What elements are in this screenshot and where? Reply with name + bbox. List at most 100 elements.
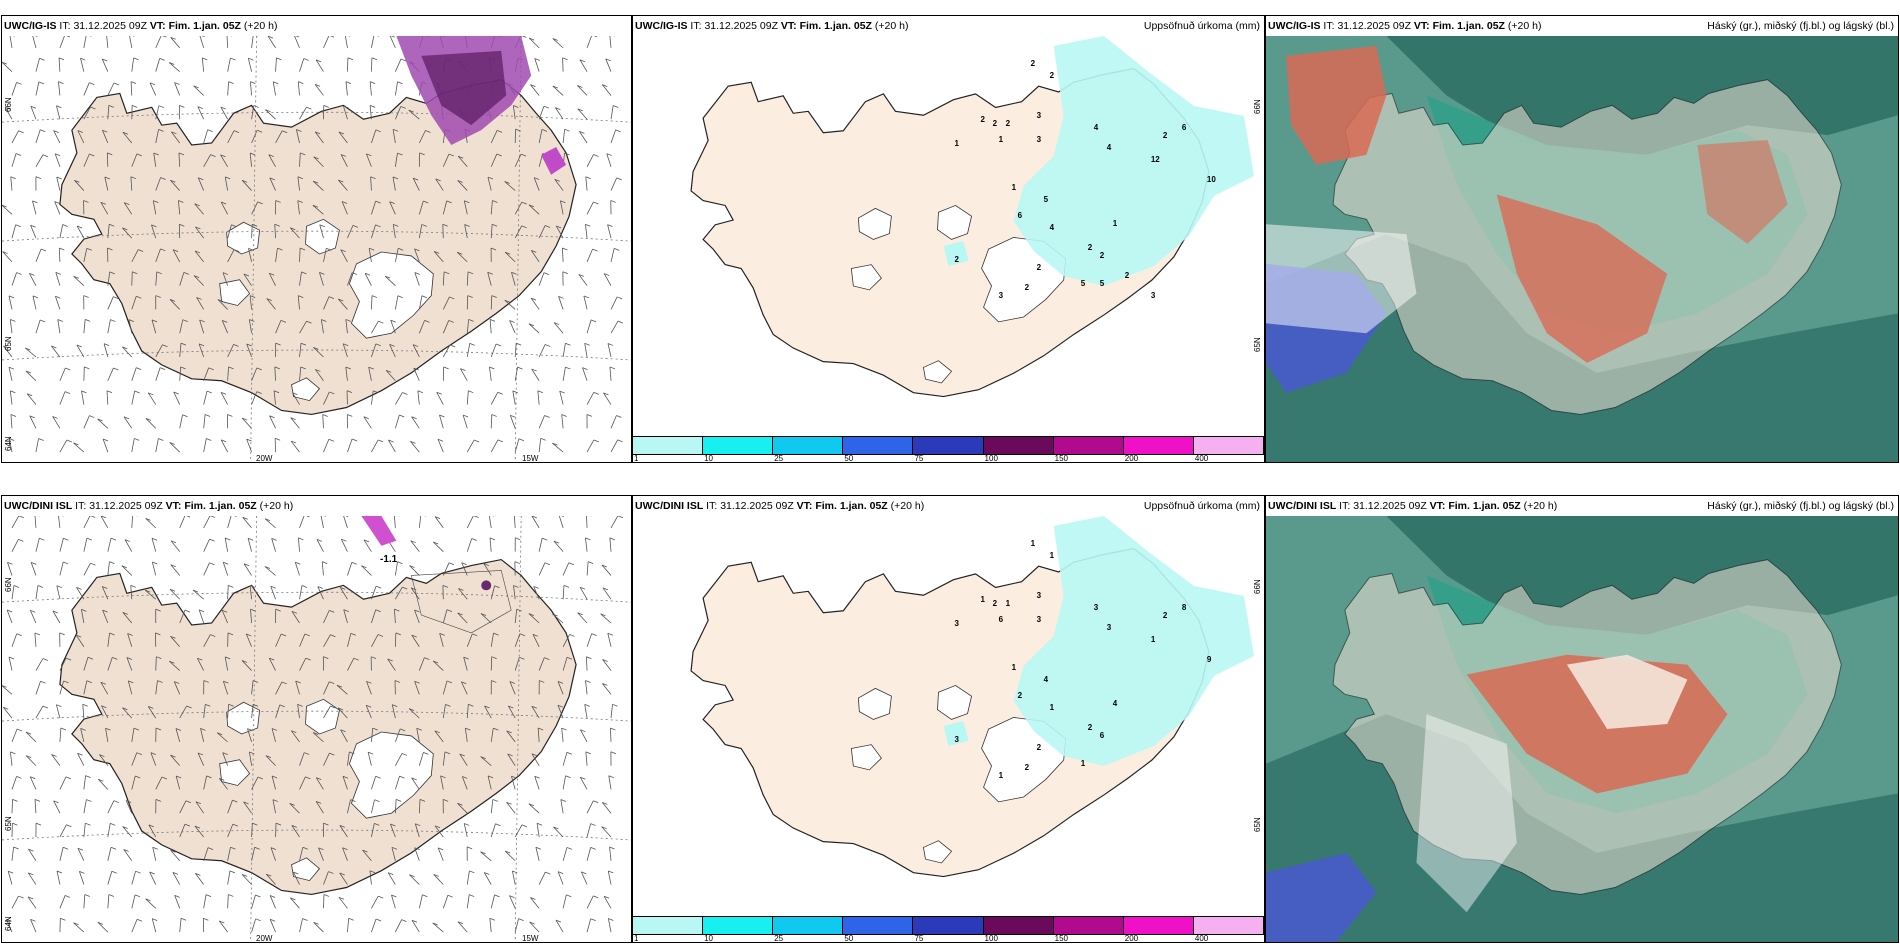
wind-barb	[339, 872, 348, 885]
wind-barb	[369, 870, 372, 885]
wind-barb-flag	[295, 561, 301, 565]
wind-barb	[29, 415, 37, 429]
wind-barb	[538, 415, 545, 429]
wind-barb	[30, 919, 37, 933]
wind-barb-flag	[342, 775, 349, 779]
wind-barb-flag	[198, 177, 204, 181]
wind-barb-flag	[249, 319, 255, 322]
wind-barb	[364, 273, 372, 286]
wind-barb-flag	[253, 105, 259, 108]
wind-barb-flag	[544, 225, 551, 228]
wind-barb	[435, 178, 444, 191]
wind-barb	[562, 775, 566, 790]
wind-barb-flag	[25, 370, 32, 374]
wind-barb	[59, 538, 64, 552]
wind-barb-flag	[169, 588, 176, 592]
wind-barb-flag	[269, 177, 275, 181]
wind-barb-flag	[467, 271, 474, 275]
wind-barb-flag	[222, 272, 229, 275]
wind-barb	[368, 367, 372, 381]
wind-barb-flag	[270, 585, 276, 589]
wind-barb	[227, 130, 235, 144]
wind-barb-flag	[10, 176, 16, 180]
wind-barb	[268, 657, 276, 671]
wind-barb-flag	[346, 390, 353, 394]
wind-barb-flag	[424, 657, 430, 660]
wind-barb	[25, 731, 37, 743]
wind-barb	[30, 562, 37, 576]
wind-barb-flag	[155, 798, 162, 802]
wind-barb	[275, 681, 283, 695]
precip-value-label: 1	[1050, 703, 1055, 712]
wind-barb	[131, 752, 138, 766]
wind-barb	[198, 609, 205, 624]
wind-barb-flag	[160, 248, 166, 252]
wind-barb-flag	[342, 847, 348, 851]
wind-barb-flag	[55, 272, 61, 275]
wind-barb	[251, 894, 256, 909]
wind-barb	[128, 319, 133, 334]
wind-barb-flag	[556, 225, 562, 229]
wind-barb	[107, 894, 110, 909]
wind-barb-flag	[392, 176, 399, 180]
wind-barb	[56, 585, 61, 600]
it-label: IT:	[75, 500, 87, 512]
cloud-map	[1266, 516, 1898, 942]
wind-barb	[59, 439, 68, 453]
wind-barb	[58, 81, 61, 96]
wind-barb-flag	[59, 632, 65, 636]
wind-barb	[480, 613, 492, 624]
wind-barb	[344, 36, 348, 48]
precip-area-small	[943, 241, 969, 266]
wind-barb	[83, 153, 90, 167]
wind-barb	[289, 227, 300, 239]
wind-barb-flag	[461, 562, 467, 566]
wind-map-panel-bottom: UWC/DINI ISL IT: 31.12.2025 09Z VT: Fim.…	[1, 495, 632, 943]
wind-barb	[466, 704, 469, 719]
wind-barb	[538, 106, 545, 120]
wind-barb	[371, 439, 379, 453]
wind-barb-flag	[557, 681, 564, 684]
wind-barb-flag	[37, 585, 44, 588]
wind-barb	[457, 180, 468, 191]
wind-barb-flag	[25, 731, 32, 735]
wind-barb	[434, 730, 444, 743]
lead-time: (+20 h)	[1523, 500, 1558, 512]
wind-barb-flag	[345, 319, 351, 322]
wind-barb-flag	[26, 393, 33, 397]
wind-barb	[299, 152, 301, 167]
wind-barb	[195, 801, 205, 814]
wind-barb-flag	[108, 105, 114, 108]
wind-barb	[83, 894, 86, 909]
precip-value-label: 4	[1107, 143, 1112, 152]
wind-barb	[275, 130, 283, 144]
wind-barb-flag	[169, 62, 175, 65]
wind-barb	[102, 438, 109, 453]
wind-barb-flag	[249, 585, 256, 588]
wind-barb-flag	[518, 438, 525, 442]
wind-barb	[459, 753, 468, 766]
wind-barb	[536, 823, 540, 838]
wind-barb	[579, 777, 588, 790]
wind-barb-flag	[322, 561, 328, 564]
wind-barb	[607, 224, 612, 239]
wind-barb	[312, 732, 324, 743]
wind-barb-flag	[265, 755, 272, 758]
precip-value-label: 2	[1018, 691, 1023, 700]
wind-barb-flag	[397, 152, 403, 156]
wind-barb-flag	[536, 822, 543, 826]
wind-barb	[58, 516, 61, 528]
wind-barb	[603, 273, 612, 286]
wind-barb-flag	[314, 84, 321, 87]
wind-barb-flag	[89, 153, 95, 157]
wind-barb	[73, 442, 85, 453]
wind-barb	[248, 751, 252, 766]
wind-barb-flag	[457, 612, 463, 616]
wind-barb	[342, 776, 348, 790]
wind-barb-flag	[604, 273, 610, 276]
wind-barb	[504, 850, 516, 862]
wind-barb-flag	[484, 705, 490, 709]
wind-barb	[530, 84, 540, 96]
wind-barb-flag	[3, 345, 9, 349]
